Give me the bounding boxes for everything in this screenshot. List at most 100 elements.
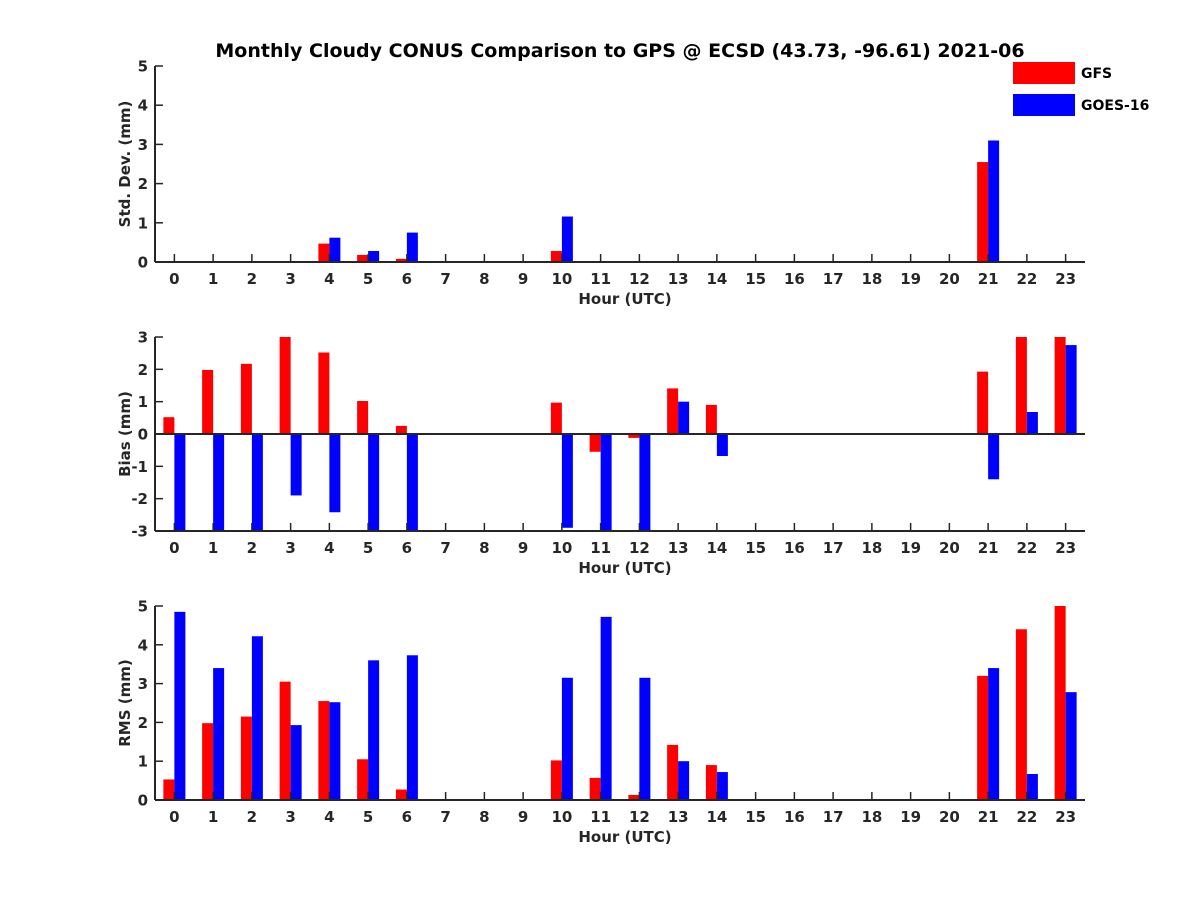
bar-gfs-hour-21: [977, 162, 989, 262]
legend-label-gfs: GFS: [1081, 66, 1112, 82]
y-tick-label: -3: [131, 523, 148, 541]
x-axis-label: Hour (UTC): [578, 828, 671, 846]
bar-gfs-hour-6: [395, 789, 407, 800]
x-tick-label: 17: [823, 808, 844, 826]
x-tick-label: 13: [668, 808, 689, 826]
bar-goes-16-hour-4: [329, 702, 341, 800]
x-tick-label: 10: [551, 808, 572, 826]
y-tick-label: -1: [131, 458, 148, 476]
x-tick-label: 23: [1055, 270, 1076, 288]
bar-goes-16-hour-22: [1026, 774, 1038, 800]
bar-goes-16-hour-22: [1026, 412, 1038, 434]
bar-gfs-hour-6: [395, 258, 407, 262]
bar-goes-16-hour-6: [406, 232, 418, 262]
bar-gfs-hour-10: [550, 760, 562, 800]
figure-title: Monthly Cloudy CONUS Comparison to GPS @…: [215, 40, 1024, 62]
x-tick-label: 16: [784, 808, 805, 826]
bar-goes-16-hour-13: [678, 401, 690, 434]
bar-gfs-hour-2: [240, 716, 252, 800]
bar-goes-16-hour-21: [988, 140, 1000, 262]
bar-goes-16-hour-12: [639, 434, 651, 531]
x-tick-label: 20: [939, 270, 960, 288]
x-tick-label: 16: [784, 270, 805, 288]
x-tick-label: 0: [169, 539, 179, 557]
x-tick-label: 14: [706, 808, 727, 826]
bar-gfs-hour-6: [395, 425, 407, 434]
x-tick-label: 10: [551, 539, 572, 557]
y-tick-label: 3: [138, 329, 148, 347]
x-tick-label: 3: [285, 539, 295, 557]
y-tick-label: 5: [138, 58, 148, 76]
x-tick-label: 9: [518, 270, 528, 288]
y-tick-label: 2: [138, 361, 148, 379]
legend-swatch-goes-16: [1013, 94, 1075, 116]
legend-swatch-gfs: [1013, 62, 1075, 84]
bar-gfs-hour-11: [589, 434, 601, 452]
x-axis-label: Hour (UTC): [578, 559, 671, 577]
bar-goes-16-hour-3: [290, 434, 302, 496]
x-tick-label: 18: [861, 539, 882, 557]
y-axis-label: Std. Dev. (mm): [116, 101, 134, 228]
x-tick-label: 13: [668, 270, 689, 288]
bar-gfs-hour-0: [163, 779, 175, 800]
y-tick-label: 3: [138, 675, 148, 693]
bar-gfs-hour-5: [357, 759, 369, 800]
y-tick-label: 4: [138, 636, 148, 654]
x-tick-label: 11: [590, 539, 611, 557]
y-tick-label: 1: [138, 753, 148, 771]
bar-gfs-hour-5: [357, 401, 369, 434]
bar-gfs-hour-10: [550, 251, 562, 262]
bar-gfs-hour-12: [628, 794, 640, 800]
bar-goes-16-hour-23: [1065, 345, 1077, 434]
bar-gfs-hour-4: [318, 352, 330, 434]
x-tick-label: 9: [518, 539, 528, 557]
y-axis-label: RMS (mm): [116, 659, 134, 746]
bar-goes-16-hour-13: [678, 761, 690, 800]
x-tick-label: 14: [706, 539, 727, 557]
bar-gfs-hour-10: [550, 402, 562, 434]
bar-goes-16-hour-21: [988, 668, 1000, 800]
x-tick-label: 20: [939, 808, 960, 826]
bar-goes-16-hour-0: [174, 434, 186, 531]
bar-gfs-hour-13: [667, 388, 679, 434]
x-tick-label: 0: [169, 808, 179, 826]
x-tick-label: 5: [363, 808, 373, 826]
bar-goes-16-hour-10: [561, 216, 573, 262]
bar-gfs-hour-23: [1054, 337, 1066, 434]
bar-goes-16-hour-3: [290, 725, 302, 800]
bar-gfs-hour-22: [1015, 337, 1027, 434]
bar-gfs-hour-1: [202, 369, 214, 434]
x-tick-label: 23: [1055, 808, 1076, 826]
x-tick-label: 2: [247, 270, 257, 288]
bar-gfs-hour-23: [1054, 606, 1066, 800]
x-tick-label: 2: [247, 808, 257, 826]
x-tick-label: 22: [1016, 270, 1037, 288]
y-tick-label: 4: [138, 97, 148, 115]
bar-gfs-hour-2: [240, 363, 252, 434]
x-tick-label: 8: [479, 270, 489, 288]
x-tick-label: 9: [518, 808, 528, 826]
x-tick-label: 22: [1016, 808, 1037, 826]
y-tick-label: 2: [138, 175, 148, 193]
bar-goes-16-hour-11: [600, 616, 612, 800]
x-tick-label: 6: [402, 270, 412, 288]
x-tick-label: 1: [208, 270, 218, 288]
bar-goes-16-hour-6: [406, 655, 418, 800]
bar-goes-16-hour-14: [716, 772, 728, 800]
bar-goes-16-hour-2: [251, 434, 263, 531]
bar-gfs-hour-4: [318, 701, 330, 800]
bar-gfs-hour-14: [705, 765, 717, 800]
bar-goes-16-hour-5: [368, 660, 380, 800]
bar-gfs-hour-22: [1015, 629, 1027, 800]
bar-goes-16-hour-11: [600, 434, 612, 531]
bar-goes-16-hour-12: [639, 677, 651, 800]
bar-goes-16-hour-2: [251, 636, 263, 800]
x-tick-label: 12: [629, 270, 650, 288]
bar-goes-16-hour-1: [213, 668, 225, 800]
bar-goes-16-hour-0: [174, 611, 186, 800]
bar-goes-16-hour-14: [716, 434, 728, 456]
bar-goes-16-hour-4: [329, 434, 341, 513]
y-tick-label: 2: [138, 714, 148, 732]
y-tick-label: 0: [138, 426, 148, 444]
